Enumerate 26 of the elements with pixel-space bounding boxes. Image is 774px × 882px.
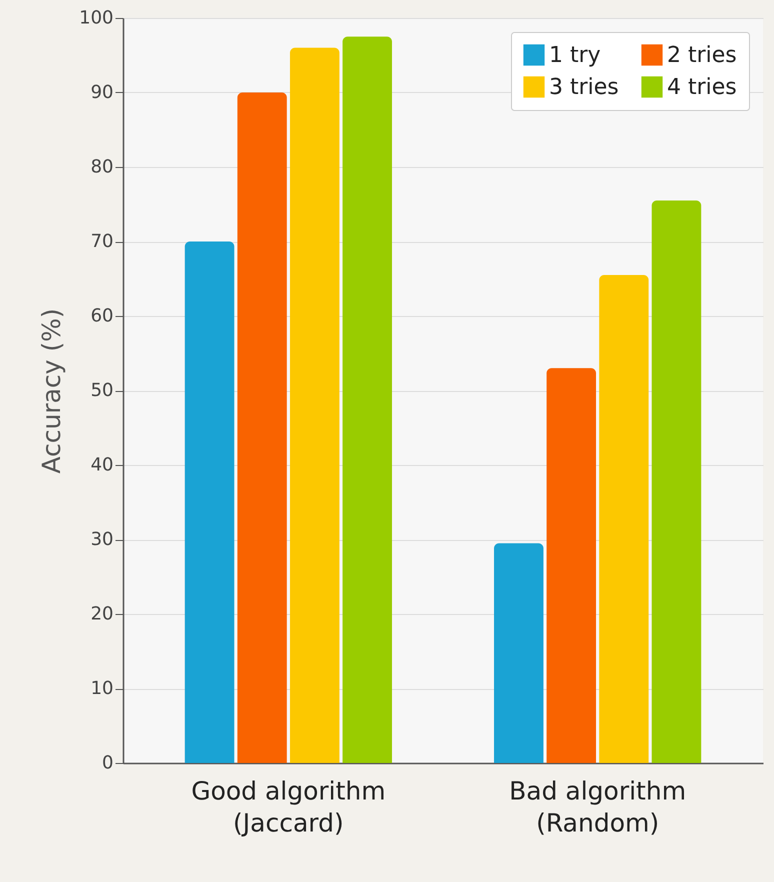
bar xyxy=(237,92,287,763)
bar xyxy=(342,36,392,763)
y-tick-label: 0 xyxy=(102,752,114,774)
bar xyxy=(290,48,340,763)
x-tick-label: Bad algorithm (Random) xyxy=(509,776,686,838)
y-tick-label: 100 xyxy=(79,8,114,28)
y-tick-label: 60 xyxy=(90,306,114,326)
y-tick-label: 10 xyxy=(90,678,114,699)
y-tick-label: 70 xyxy=(90,231,114,252)
y-tick-label: 40 xyxy=(90,454,114,476)
y-tick-label: 20 xyxy=(90,604,114,624)
bar xyxy=(599,275,649,763)
legend-label: 4 tries xyxy=(667,75,737,100)
legend-label: 3 tries xyxy=(549,75,619,100)
bar xyxy=(546,368,596,763)
bar xyxy=(184,242,234,763)
y-tick-label: 80 xyxy=(90,156,114,178)
legend-label: 1 try xyxy=(549,43,601,68)
y-tick-label: 90 xyxy=(90,82,114,103)
legend-label: 2 tries xyxy=(667,43,737,68)
bar xyxy=(494,543,544,763)
y-tick-label: 50 xyxy=(90,380,114,401)
x-tick-label: Good algorithm (Jaccard) xyxy=(191,776,386,838)
y-axis-title: Accuracy (%) xyxy=(37,308,66,474)
y-tick-label: 30 xyxy=(90,529,114,550)
bar xyxy=(652,200,702,763)
